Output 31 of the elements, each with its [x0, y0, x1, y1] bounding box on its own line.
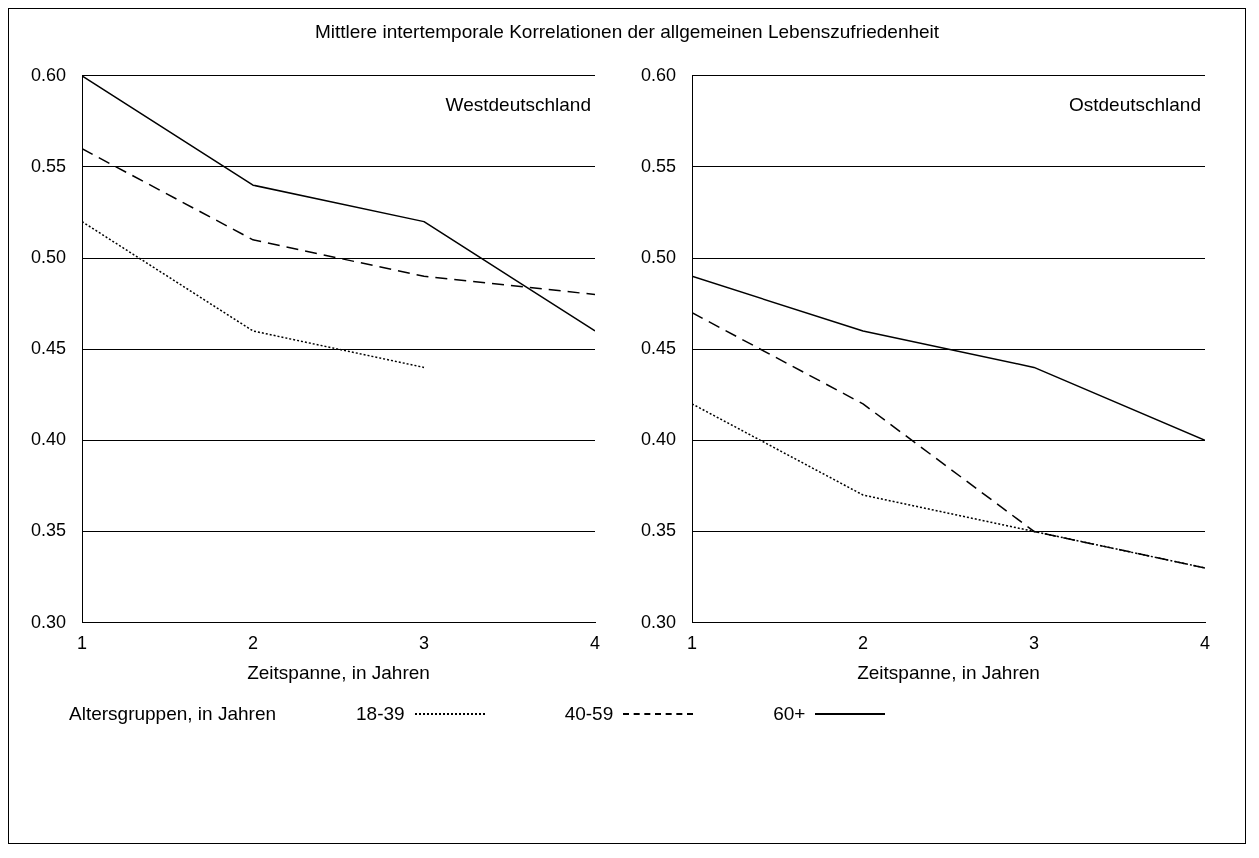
y-tick-label: 0.60: [640, 64, 677, 85]
x-axis-title: Zeitspanne, in Jahren: [857, 661, 1040, 683]
chart-title: Mittlere intertemporale Korrelationen der allgemeinen Lebenszufriedenheit: [313, 20, 941, 44]
y-tick-label: 0.60: [30, 64, 67, 85]
y-tick-label: 0.50: [30, 247, 67, 268]
annotation: Ostdeutschland: [1068, 93, 1201, 115]
y-tick-label: 0.35: [640, 520, 677, 541]
y-tick-label: 0.45: [30, 338, 67, 359]
x-tick-label: 1: [687, 633, 698, 654]
annotation: Westdeutschland: [445, 93, 591, 115]
x-axis-title: Zeitspanne, in Jahren: [247, 661, 430, 683]
y-tick-label: 0.55: [640, 155, 677, 176]
y-tick-label: 0.30: [640, 611, 677, 632]
legend-title: Altersgruppen, in Jahren: [69, 703, 277, 725]
y-tick-label: 0.45: [640, 338, 677, 359]
x-tick-label: 3: [419, 633, 430, 654]
y-tick-label: 0.55: [30, 155, 67, 176]
x-tick-label: 4: [1199, 633, 1211, 654]
y-tick-label: 0.50: [640, 247, 677, 268]
y-tick-label: 0.40: [640, 429, 677, 450]
legend-label: 18-39: [356, 703, 405, 725]
legend-label: 60+: [773, 703, 806, 725]
legend-label: 40-59: [564, 703, 614, 725]
x-tick-label: 2: [248, 633, 259, 654]
y-tick-label: 0.40: [30, 429, 67, 450]
x-tick-label: 1: [77, 633, 88, 654]
x-tick-label: 2: [858, 633, 869, 654]
y-tick-label: 0.30: [30, 611, 67, 632]
x-tick-label: 4: [589, 633, 601, 654]
x-tick-label: 3: [1029, 633, 1040, 654]
y-tick-label: 0.35: [30, 520, 67, 541]
